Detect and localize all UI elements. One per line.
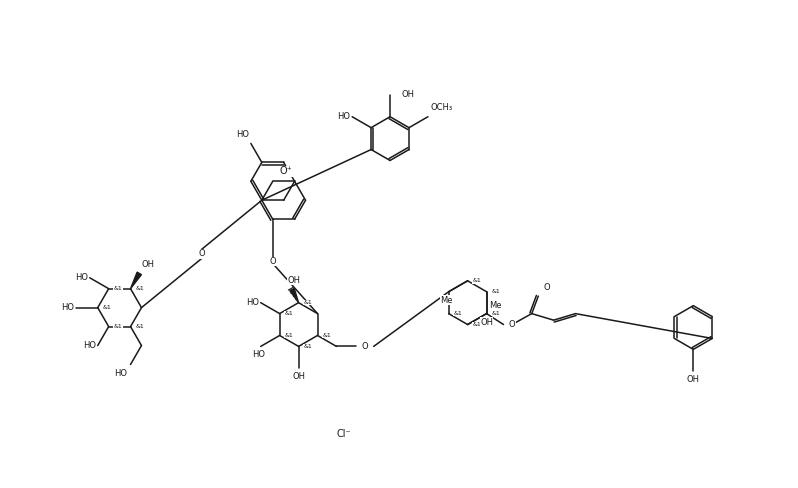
Text: O: O: [270, 257, 276, 266]
Text: OH: OH: [292, 372, 305, 381]
Text: &1: &1: [136, 324, 144, 329]
Text: &1: &1: [103, 305, 112, 310]
Text: &1: &1: [285, 333, 294, 338]
Text: HO: HO: [338, 112, 350, 121]
Text: &1: &1: [136, 286, 144, 291]
Text: &1: &1: [303, 300, 312, 305]
Text: O: O: [361, 342, 368, 351]
Text: HO: HO: [115, 369, 128, 378]
Text: HO: HO: [83, 341, 96, 350]
Text: O: O: [543, 283, 550, 292]
Text: O⁺: O⁺: [279, 166, 293, 176]
Text: OH: OH: [402, 90, 415, 100]
Polygon shape: [131, 272, 141, 289]
Text: &1: &1: [492, 311, 500, 316]
Text: OCH₃: OCH₃: [431, 103, 453, 112]
Text: &1: &1: [322, 333, 331, 338]
Text: HO: HO: [252, 350, 265, 359]
Text: OH: OH: [480, 318, 493, 326]
Text: HO: HO: [236, 130, 249, 140]
Text: Cl⁻: Cl⁻: [336, 429, 351, 439]
Text: HO: HO: [61, 303, 74, 312]
Text: O: O: [199, 249, 205, 259]
Text: O: O: [508, 320, 515, 329]
Text: &1: &1: [285, 311, 294, 316]
Text: &1: &1: [472, 278, 481, 284]
Text: HO: HO: [246, 298, 259, 307]
Polygon shape: [290, 288, 298, 303]
Text: &1: &1: [472, 322, 481, 327]
Text: OH: OH: [687, 375, 700, 384]
Text: OH: OH: [287, 276, 300, 285]
Text: &1: &1: [453, 311, 462, 316]
Text: &1: &1: [492, 289, 500, 294]
Text: &1: &1: [303, 344, 312, 349]
Text: Me: Me: [489, 301, 502, 309]
Text: &1: &1: [113, 324, 122, 329]
Text: Me: Me: [440, 296, 453, 305]
Text: HO: HO: [75, 273, 88, 282]
Text: OH: OH: [141, 260, 155, 269]
Text: &1: &1: [113, 286, 122, 291]
